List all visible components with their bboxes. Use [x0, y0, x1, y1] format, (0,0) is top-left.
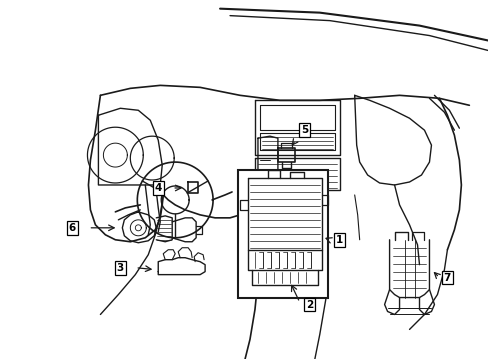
Text: 3: 3	[117, 263, 124, 273]
Text: 6: 6	[69, 223, 76, 233]
Bar	[238, 170, 327, 298]
Text: 5: 5	[301, 125, 308, 135]
Text: 4: 4	[154, 183, 162, 193]
Text: 7: 7	[443, 273, 450, 283]
Text: 2: 2	[305, 300, 313, 310]
Text: 1: 1	[335, 235, 343, 245]
